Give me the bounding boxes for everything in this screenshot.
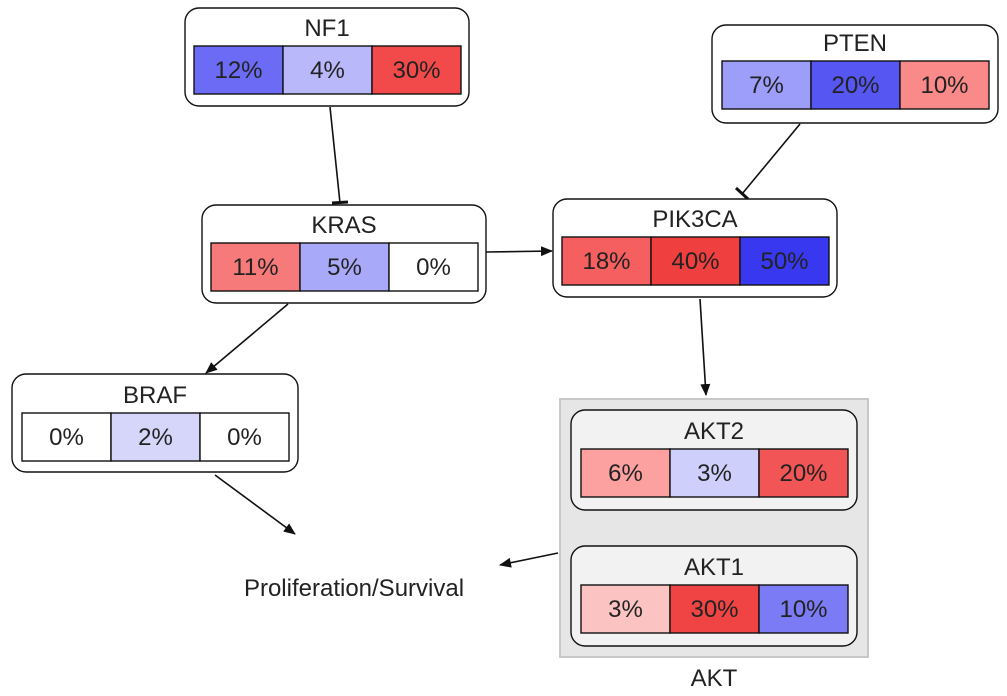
akt2-cell-2: [669, 448, 760, 498]
braf-label: BRAF: [123, 382, 187, 409]
pten-cell-1-value: 7%: [749, 72, 784, 99]
pten-label: PTEN: [823, 30, 887, 57]
node-kras: KRAS 11% 5% 0%: [201, 204, 487, 304]
node-nf1: NF1 12% 4% 30%: [184, 7, 470, 107]
pik3ca-cell-1-value: 18%: [582, 248, 630, 275]
akt-group-label: AKT: [691, 665, 738, 692]
akt1-label: AKT1: [684, 554, 744, 581]
kras-cell-2-value: 5%: [327, 254, 362, 281]
pten-cell-2-value: 20%: [831, 72, 879, 99]
kras-label: KRAS: [311, 212, 376, 239]
edge-pten-pik3ca: [741, 123, 801, 195]
pik3ca-cell-2: [650, 236, 741, 286]
akt2-cell-1: [580, 448, 671, 498]
akt1-cell-2-value: 30%: [690, 596, 738, 623]
node-akt2: AKT2 6% 3% 20%: [570, 409, 858, 511]
edge-kras-braf: [205, 303, 289, 374]
nf1-cell-1-value: 12%: [214, 57, 262, 84]
pik3ca-cell-1: [561, 236, 652, 286]
akt1-cell-1-value: 3%: [608, 596, 643, 623]
edges: [205, 106, 801, 568]
akt2-cell-3: [758, 448, 849, 498]
edge-pik3ca-akt: [699, 298, 711, 396]
braf-cell-3: [199, 412, 290, 462]
kras-cell-3-value: 0%: [416, 254, 451, 281]
node-braf: BRAF 0% 2% 0%: [11, 373, 299, 473]
pten-cell-3: [899, 60, 990, 110]
node-akt1: AKT1 3% 30% 10%: [570, 545, 858, 647]
akt2-cell-3-value: 20%: [779, 460, 827, 487]
kras-cell-3: [388, 242, 479, 292]
nf1-cell-1: [193, 45, 284, 95]
akt2-cell-1-value: 6%: [608, 460, 643, 487]
akt1-cell-2: [669, 584, 760, 634]
braf-cell-2-value: 2%: [138, 424, 173, 451]
kras-cell-1: [210, 242, 301, 292]
pik3ca-cell-3: [739, 236, 830, 286]
outcome-label: Proliferation/Survival: [244, 575, 464, 602]
akt1-cell-3-value: 10%: [779, 596, 827, 623]
nf1-cell-3-value: 30%: [392, 57, 440, 84]
pik3ca-cell-3-value: 50%: [760, 248, 808, 275]
akt2-label: AKT2: [684, 418, 744, 445]
node-pten: PTEN 7% 20% 10%: [711, 24, 999, 124]
akt1-cell-1: [580, 584, 671, 634]
pten-cell-3-value: 10%: [920, 72, 968, 99]
nf1-cell-2-value: 4%: [310, 57, 345, 84]
edge-akt-outcome: [499, 552, 559, 568]
pten-cell-2: [810, 60, 901, 110]
braf-cell-3-value: 0%: [227, 424, 262, 451]
nf1-label: NF1: [304, 15, 349, 42]
braf-cell-2: [110, 412, 201, 462]
pten-cell-1: [721, 60, 812, 110]
kras-cell-1-value: 11%: [232, 254, 278, 281]
edge-nf1-kras: [329, 106, 341, 204]
edge-pten-pik3ca-bar: [734, 186, 750, 201]
pik3ca-cell-2-value: 40%: [671, 248, 719, 275]
edge-braf-outcome: [214, 474, 296, 535]
akt2-cell-2-value: 3%: [697, 460, 732, 487]
braf-cell-1-value: 0%: [49, 424, 84, 451]
pik3ca-label: PIK3CA: [652, 206, 737, 233]
node-pik3ca: PIK3CA 18% 40% 50%: [552, 198, 838, 298]
nf1-cell-3: [371, 45, 462, 95]
akt1-cell-3: [758, 584, 849, 634]
edge-nf1-kras-bar: [331, 200, 349, 205]
braf-cell-1: [21, 412, 112, 462]
edge-kras-pik3ca: [485, 246, 553, 257]
nf1-cell-2: [282, 45, 373, 95]
